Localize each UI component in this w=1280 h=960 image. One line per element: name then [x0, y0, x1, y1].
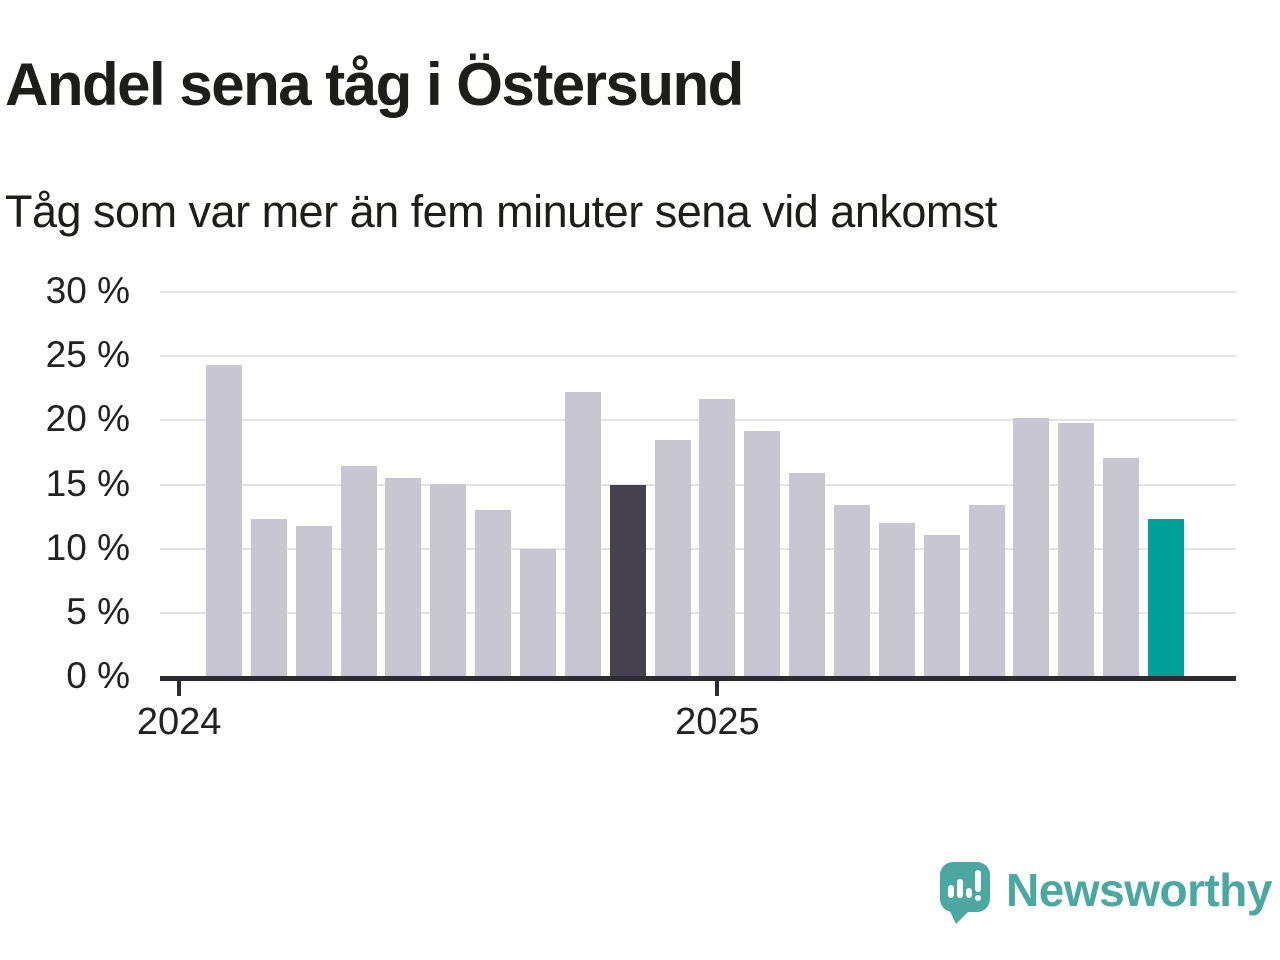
gridline-15	[160, 483, 1236, 486]
bar-2025-04	[834, 505, 870, 676]
bar-2024-12	[654, 439, 691, 676]
bar-2025-11	[1148, 519, 1184, 676]
bar-2025-01	[699, 398, 736, 676]
y-tick-label: 5 %	[66, 590, 130, 632]
x-tick-label: 2024	[136, 701, 222, 743]
y-tick-label: 15 %	[45, 462, 130, 504]
y-tick-label: 20 %	[45, 398, 130, 440]
logo-chart-bar-icon	[966, 888, 973, 898]
bar-2025-06	[923, 534, 960, 676]
bar-2024-11	[609, 484, 646, 676]
gridline-25	[160, 355, 1236, 358]
x-tick-2025	[715, 681, 720, 696]
newsworthy-logo-icon	[940, 862, 991, 924]
bar-2025-02	[744, 430, 781, 676]
gridline-10	[160, 547, 1236, 550]
bar-2024-04	[295, 525, 332, 676]
bar-2024-05	[340, 465, 377, 676]
x-tick-label: 2025	[675, 701, 760, 743]
gridline-5	[160, 611, 1236, 614]
newsworthy-logo: Newsworthy	[940, 862, 1272, 924]
y-tick-label: 30 %	[45, 270, 130, 311]
logo-chart-bar-icon	[957, 879, 964, 898]
bar-2025-09	[1058, 423, 1095, 676]
logo-chart-bar-icon	[948, 885, 955, 898]
bar-2024-09	[520, 548, 556, 676]
y-tick-label: 10 %	[45, 526, 130, 568]
x-axis-line	[160, 676, 1236, 681]
bar-2024-10	[564, 392, 601, 676]
page-title: Andel sena tåg i Östersund	[5, 51, 744, 118]
chart-subtitle: Tåg som var mer än fem minuter sena vid …	[5, 186, 997, 237]
y-tick-label: 25 %	[45, 334, 130, 376]
logo-exclamation-dot-icon	[975, 895, 982, 901]
speech-bubble-tail-icon	[949, 909, 972, 924]
bar-2025-08	[1013, 418, 1050, 676]
plot-area: 2024 2025	[137, 291, 1236, 743]
gridline-30	[160, 291, 1236, 293]
bar-2024-02	[206, 365, 242, 676]
x-tick-2024	[177, 681, 182, 696]
bar-2024-03	[250, 519, 287, 676]
newsworthy-wordmark: Newsworthy	[1006, 864, 1272, 916]
bar-2025-03	[789, 473, 826, 676]
logo-exclamation-icon	[975, 870, 982, 892]
y-axis-labels: 0 % 5 % 10 % 15 % 20 % 25 % 30 %	[25, 270, 130, 696]
bar-2025-05	[878, 523, 915, 676]
bar-2024-07	[430, 483, 467, 676]
gridline-20	[160, 419, 1236, 422]
bar-2025-10	[1103, 457, 1140, 676]
y-tick-label: 0 %	[66, 655, 130, 696]
bar-2024-06	[385, 478, 422, 676]
bar-2025-07	[968, 505, 1005, 676]
bar-2024-08	[475, 510, 512, 676]
